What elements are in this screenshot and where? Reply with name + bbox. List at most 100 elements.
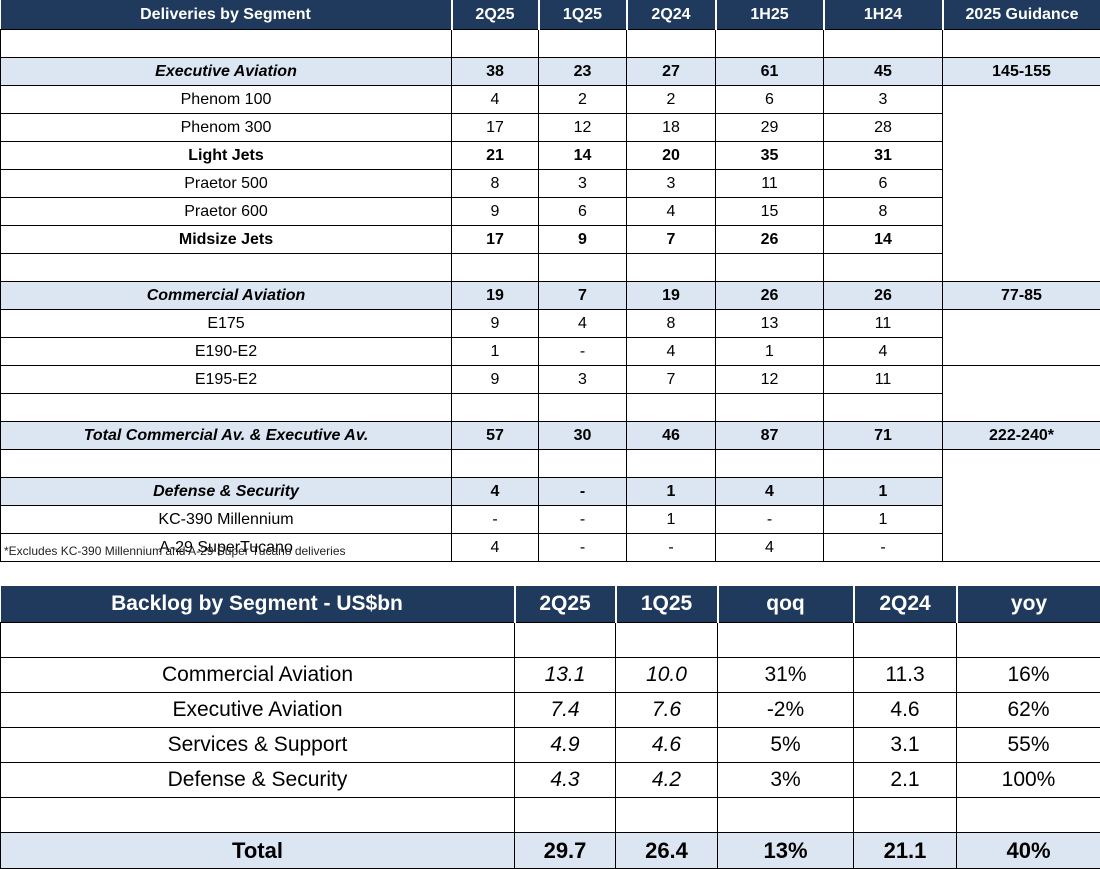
total-row: Total 29.7 26.4 13% 21.1 40% — [0, 832, 1100, 869]
cell-value: 4 — [715, 533, 824, 562]
cell-value: 31% — [717, 657, 854, 693]
cell-value: 7.6 — [615, 692, 718, 728]
cell-value: 62% — [956, 692, 1100, 728]
table-row: Executive Aviation 7.4 7.6 -2% 4.6 62% — [0, 692, 1100, 728]
cell-value: 7 — [626, 365, 716, 394]
col-header-1h24: 1H24 — [823, 0, 944, 30]
cell-value: - — [626, 533, 716, 562]
cell-value: 38 — [451, 57, 539, 86]
cell-value: 3 — [538, 365, 627, 394]
cell-value: 18 — [626, 113, 716, 142]
row-label: E195-E2 — [0, 365, 452, 394]
cell-value: 3% — [717, 762, 854, 798]
cell-value: 3 — [626, 169, 716, 198]
cell-value: 3 — [538, 169, 627, 198]
table-row: Total Commercial Av. & Executive Av. 57 … — [0, 421, 1100, 450]
row-label: Executive Aviation — [0, 57, 452, 86]
cell-value: 40% — [956, 832, 1100, 869]
guidance-blank — [942, 85, 1100, 282]
table-row: E195-E2 9 3 7 12 11 — [0, 365, 1100, 422]
table-row: Services & Support 4.9 4.6 5% 3.1 55% — [0, 727, 1100, 763]
table-row: Commercial Aviation 13.1 10.0 31% 11.3 1… — [0, 657, 1100, 693]
cell-value: 11 — [823, 365, 943, 394]
cell-value: 9 — [538, 225, 627, 254]
backlog-header-row: Backlog by Segment - US$bn 2Q25 1Q25 qoq… — [0, 586, 1100, 623]
cell-value: 26 — [715, 225, 824, 254]
cell-value: 1 — [626, 505, 716, 534]
guidance-blank — [942, 309, 1100, 366]
row-label: A-29 SuperTucano — [0, 533, 452, 562]
cell-value: 2.1 — [853, 762, 957, 798]
cell-value: 5% — [717, 727, 854, 763]
cell-value: 26.4 — [615, 832, 718, 869]
cell-value: - — [538, 505, 627, 534]
cell-value: - — [451, 505, 539, 534]
row-label: Total Commercial Av. & Executive Av. — [0, 421, 452, 450]
cell-value: - — [538, 477, 627, 506]
cell-value: 46 — [626, 421, 716, 450]
cell-value: 4 — [715, 477, 824, 506]
table-row: A-29 SuperTucano 4 - - 4 - — [0, 533, 1100, 562]
cell-value: 4.9 — [514, 727, 616, 763]
cell-value: 19 — [451, 281, 539, 310]
cell-value: 8 — [451, 169, 539, 198]
cell-value: 21 — [451, 141, 539, 170]
row-label: Light Jets — [0, 141, 452, 170]
cell-value: 1 — [823, 477, 943, 506]
cell-value: 1 — [823, 505, 943, 534]
col-header-1q25: 1Q25 — [538, 0, 628, 30]
cell-value: 6 — [823, 169, 943, 198]
cell-value: 9 — [451, 365, 539, 394]
cell-value: 6 — [715, 85, 824, 114]
col-header-segment: Backlog by Segment - US$bn — [0, 586, 516, 623]
cell-value: 4.2 — [615, 762, 718, 798]
cell-value: 1 — [715, 337, 824, 366]
backlog-table: Backlog by Segment - US$bn 2Q25 1Q25 qoq… — [0, 586, 1100, 869]
cell-value: -2% — [717, 692, 854, 728]
table-row: Praetor 600 9 6 4 15 8 — [0, 197, 1100, 226]
deliveries-header-row: Deliveries by Segment 2Q25 1Q25 2Q24 1H2… — [0, 0, 1100, 30]
row-label: Executive Aviation — [0, 692, 515, 728]
cell-value: 7.4 — [514, 692, 616, 728]
cell-value: 31 — [823, 141, 943, 170]
row-label: Defense & Security — [0, 762, 515, 798]
cell-value: 57 — [451, 421, 539, 450]
cell-value: - — [715, 505, 824, 534]
cell-value: - — [538, 533, 627, 562]
cell-value: 9 — [451, 197, 539, 226]
col-header-1h25: 1H25 — [715, 0, 825, 30]
table-row: Phenom 100 4 2 2 6 3 — [0, 85, 1100, 282]
cell-value: 16% — [956, 657, 1100, 693]
table-row: Defense & Security 4.3 4.2 3% 2.1 100% — [0, 762, 1100, 798]
col-header-2q25: 2Q25 — [514, 586, 617, 623]
cell-value: 12 — [715, 365, 824, 394]
deliveries-table: Deliveries by Segment 2Q25 1Q25 2Q24 1H2… — [0, 0, 1100, 562]
cell-value: 87 — [715, 421, 824, 450]
cell-value: 17 — [451, 113, 539, 142]
cell-value: 27 — [626, 57, 716, 86]
guidance-value: 77-85 — [942, 281, 1100, 310]
table-row — [0, 393, 1100, 422]
cell-value: 26 — [715, 281, 824, 310]
cell-value: 1 — [626, 477, 716, 506]
cell-value: 4 — [451, 533, 539, 562]
cell-value: 11 — [823, 309, 943, 338]
row-label: Praetor 500 — [0, 169, 452, 198]
cell-value: 19 — [626, 281, 716, 310]
table-row: E175 9 4 8 13 11 — [0, 309, 1100, 366]
table-row — [0, 797, 1100, 833]
cell-value: 4 — [626, 197, 716, 226]
table-row — [0, 622, 1100, 658]
table-row — [0, 253, 1100, 282]
cell-value: 8 — [823, 197, 943, 226]
table-row: Defense & Security 4 - 1 4 1 — [0, 477, 1100, 506]
table-row: Midsize Jets 17 9 7 26 14 — [0, 225, 1100, 254]
row-label: Praetor 600 — [0, 197, 452, 226]
cell-value: 20 — [626, 141, 716, 170]
cell-value: 4.6 — [853, 692, 957, 728]
row-label: Phenom 100 — [0, 85, 452, 114]
cell-value: 9 — [451, 309, 539, 338]
col-header-guidance: 2025 Guidance — [942, 0, 1100, 30]
row-label: Phenom 300 — [0, 113, 452, 142]
cell-value: 3.1 — [853, 727, 957, 763]
